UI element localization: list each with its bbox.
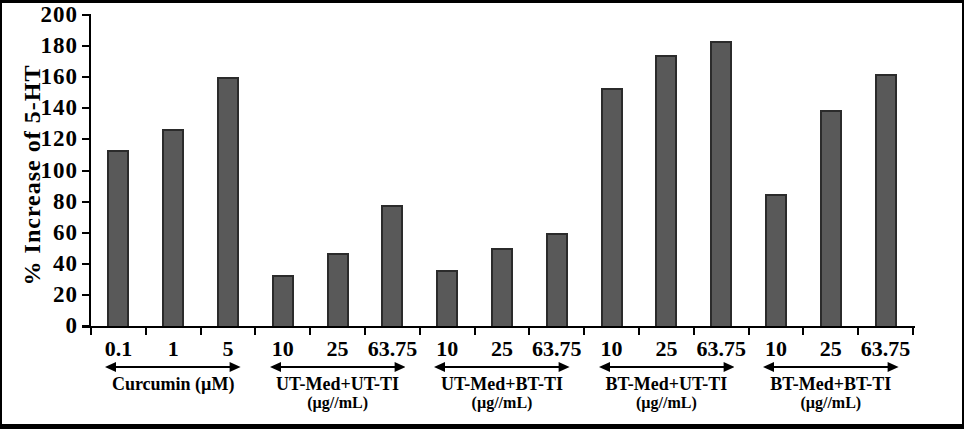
x-tick bbox=[200, 328, 202, 335]
bar bbox=[601, 88, 623, 326]
group-range-arrow bbox=[599, 359, 735, 371]
y-tick bbox=[82, 138, 91, 140]
x-tick bbox=[583, 328, 585, 335]
x-tick bbox=[474, 328, 476, 335]
double-arrow-icon bbox=[763, 361, 899, 373]
bar bbox=[655, 55, 677, 326]
x-tick bbox=[90, 328, 92, 335]
bar-chart-figure: % Increase of 5-HT 020406080100120140160… bbox=[0, 0, 964, 429]
group-range-arrow bbox=[434, 359, 570, 371]
group-range-arrow bbox=[763, 359, 899, 371]
bar bbox=[710, 41, 732, 326]
y-tick bbox=[82, 232, 91, 234]
bar bbox=[107, 150, 129, 326]
bar bbox=[217, 77, 239, 326]
double-arrow-icon bbox=[270, 361, 406, 373]
y-tick-label: 20 bbox=[14, 282, 78, 308]
bar bbox=[327, 253, 349, 326]
y-tick-label: 60 bbox=[14, 220, 78, 246]
x-tick bbox=[912, 328, 914, 335]
y-tick bbox=[82, 170, 91, 172]
y-tick bbox=[82, 45, 91, 47]
y-tick bbox=[82, 201, 91, 203]
y-tick bbox=[82, 294, 91, 296]
group-range-arrow bbox=[270, 359, 406, 371]
y-tick-label: 200 bbox=[14, 2, 78, 28]
x-tick bbox=[254, 328, 256, 335]
group-range-arrow bbox=[105, 359, 241, 371]
x-tick bbox=[857, 328, 859, 335]
x-tick bbox=[419, 328, 421, 335]
y-axis-line bbox=[89, 15, 91, 328]
bar bbox=[875, 74, 897, 326]
bar bbox=[820, 110, 842, 326]
x-tick bbox=[528, 328, 530, 335]
y-tick-label: 0 bbox=[14, 313, 78, 339]
x-tick bbox=[145, 328, 147, 335]
group-sublabel: (µg//mL) bbox=[711, 394, 951, 412]
y-tick bbox=[82, 76, 91, 78]
x-tick bbox=[693, 328, 695, 335]
x-tick bbox=[638, 328, 640, 335]
double-arrow-icon bbox=[105, 361, 241, 373]
x-tick bbox=[802, 328, 804, 335]
bar bbox=[381, 205, 403, 326]
plot-area: 0204060801001201401601802000.115102563.7… bbox=[0, 0, 964, 429]
y-tick bbox=[82, 14, 91, 16]
x-tick bbox=[364, 328, 366, 335]
bar bbox=[765, 194, 787, 326]
y-tick-label: 80 bbox=[14, 189, 78, 215]
bar bbox=[162, 129, 184, 326]
y-tick-label: 140 bbox=[14, 95, 78, 121]
x-category-label: 63.75 bbox=[843, 337, 929, 361]
y-tick bbox=[82, 107, 91, 109]
y-tick-label: 40 bbox=[14, 251, 78, 277]
bar bbox=[546, 233, 568, 326]
bar bbox=[272, 275, 294, 326]
bar bbox=[436, 270, 458, 326]
y-tick-label: 100 bbox=[14, 158, 78, 184]
double-arrow-icon bbox=[599, 361, 735, 373]
double-arrow-icon bbox=[434, 361, 570, 373]
group-label: BT-Med+BT-TI bbox=[711, 374, 951, 394]
y-tick bbox=[82, 263, 91, 265]
x-axis-line bbox=[82, 326, 915, 328]
y-tick-label: 160 bbox=[14, 64, 78, 90]
x-tick bbox=[748, 328, 750, 335]
x-tick bbox=[309, 328, 311, 335]
y-tick bbox=[82, 325, 91, 327]
y-tick-label: 180 bbox=[14, 33, 78, 59]
bar bbox=[491, 248, 513, 326]
y-tick-label: 120 bbox=[14, 126, 78, 152]
